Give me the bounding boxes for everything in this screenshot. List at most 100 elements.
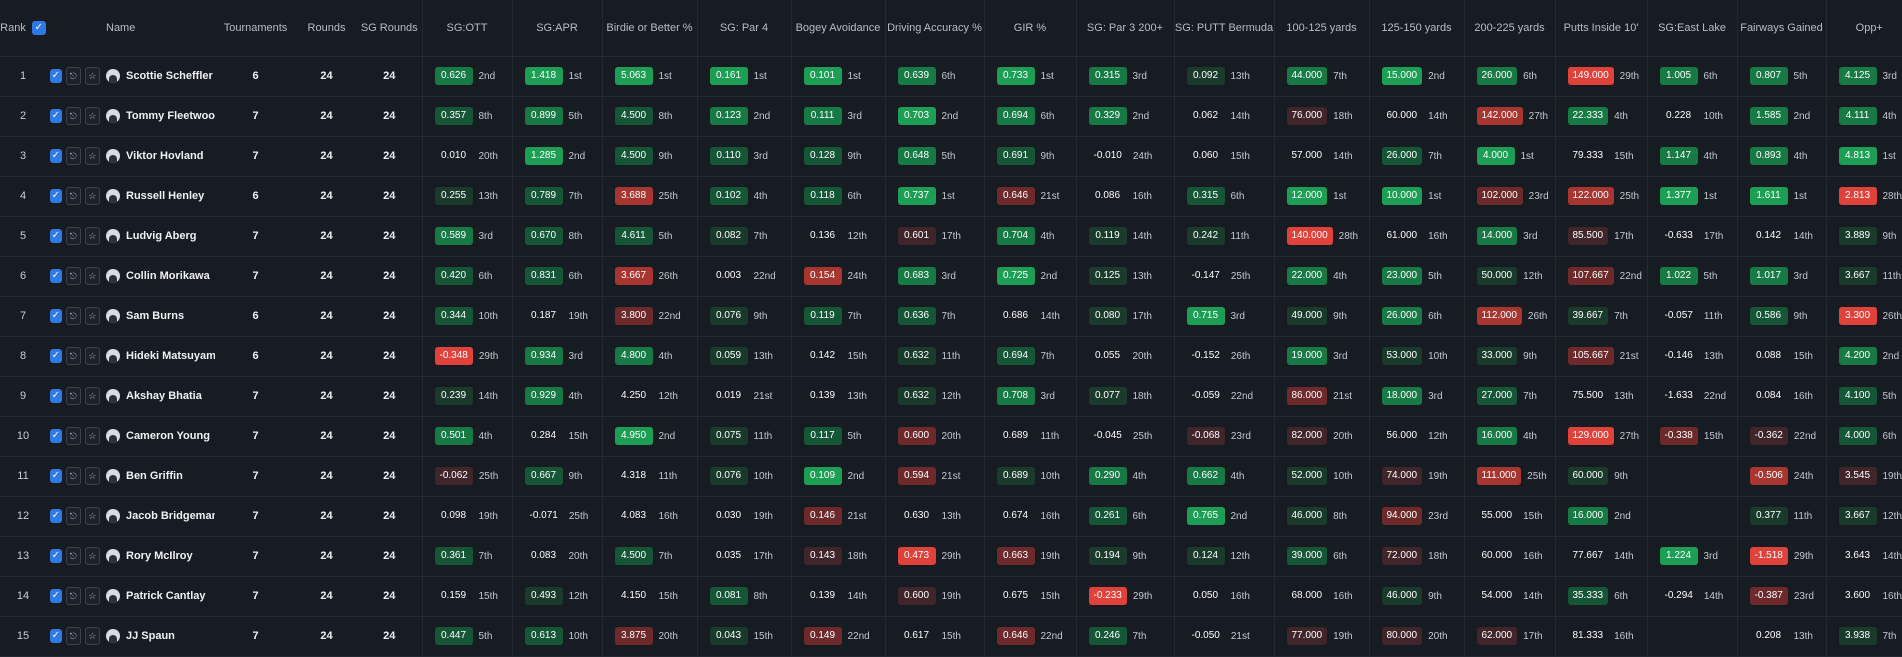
lock-icon[interactable]: ⎋ [65, 147, 81, 165]
star-icon[interactable]: ☆ [84, 107, 100, 125]
table-row[interactable]: 7 ✓ ⎋ ☆ Sam Burns 6 24 24 0.344 10th 0.187 19th 3.80… [0, 296, 1902, 336]
select-all-checkbox[interactable]: ✓ [31, 20, 46, 35]
lock-icon[interactable]: ⎋ [65, 627, 81, 645]
star-icon[interactable]: ☆ [84, 507, 100, 525]
star-icon[interactable]: ☆ [84, 187, 100, 205]
row-checkbox[interactable]: ✓ [50, 69, 62, 83]
table-row[interactable]: 5 ✓ ⎋ ☆ Ludvig Aberg 7 24 24 0.589 3rd 0.670 8th 4.6… [0, 216, 1902, 256]
stat-value: 0.377 [1749, 507, 1788, 525]
stat-header[interactable]: 100-125 yards [1273, 0, 1369, 57]
row-checkbox[interactable]: ✓ [50, 389, 62, 403]
stat-cell: 0.143 18th [790, 536, 885, 576]
player-name-cell[interactable]: Cameron Young [100, 416, 215, 456]
stat-header[interactable]: Fairways Gained [1736, 0, 1826, 57]
lock-icon[interactable]: ⎋ [65, 187, 81, 205]
table-row[interactable]: 6 ✓ ⎋ ☆ Collin Morikawa 7 24 24 0.420 6th 0.831 6th… [0, 256, 1902, 296]
player-name-cell[interactable]: Ludvig Aberg [100, 216, 215, 256]
player-name-cell[interactable]: Akshay Bhatia [100, 376, 215, 416]
lock-icon[interactable]: ⎋ [65, 227, 81, 245]
row-checkbox[interactable]: ✓ [50, 269, 62, 283]
player-name-cell[interactable]: Scottie Scheffler [100, 56, 215, 96]
stat-header[interactable]: SG: Par 3 200+ [1075, 0, 1174, 57]
row-checkbox[interactable]: ✓ [50, 629, 62, 643]
player-name-cell[interactable]: Jacob Bridgeman [100, 496, 215, 536]
table-row[interactable]: 9 ✓ ⎋ ☆ Akshay Bhatia 7 24 24 0.239 14th 0.929 4th 4… [0, 376, 1902, 416]
lock-icon[interactable]: ⎋ [65, 107, 81, 125]
player-name-cell[interactable]: Ben Griffin [100, 456, 215, 496]
name-header[interactable]: Name [100, 0, 215, 57]
stat-header[interactable]: Opp+ [1825, 0, 1902, 57]
tournaments-header[interactable]: Tournaments [215, 0, 296, 57]
player-name-cell[interactable]: JJ Spaun [100, 616, 215, 656]
stat-header[interactable]: SG:East Lake [1646, 0, 1737, 57]
row-checkbox[interactable]: ✓ [50, 349, 62, 363]
rounds-header[interactable]: Rounds [296, 0, 357, 57]
table-row[interactable]: 3 ✓ ⎋ ☆ Viktor Hovland 7 24 24 0.010 20th 1.285 2nd… [0, 136, 1902, 176]
star-icon[interactable]: ☆ [84, 307, 100, 325]
stat-header[interactable]: SG: PUTT Bermuda [1173, 0, 1274, 57]
row-checkbox[interactable]: ✓ [50, 549, 62, 563]
row-checkbox[interactable]: ✓ [50, 589, 62, 603]
stat-header[interactable]: Putts Inside 10' [1554, 0, 1647, 57]
star-icon[interactable]: ☆ [84, 387, 100, 405]
lock-icon[interactable]: ⎋ [65, 427, 81, 445]
stat-value: 0.154 [803, 267, 842, 285]
lock-icon[interactable]: ⎋ [65, 267, 81, 285]
table-row[interactable]: 13 ✓ ⎋ ☆ Rory McIlroy 7 24 24 0.361 7th 0.083 20th 4… [0, 536, 1902, 576]
lock-icon[interactable]: ⎋ [65, 467, 81, 485]
row-checkbox[interactable]: ✓ [50, 429, 62, 443]
player-name-cell[interactable]: Collin Morikawa [100, 256, 215, 296]
star-icon[interactable]: ☆ [84, 147, 100, 165]
star-icon[interactable]: ☆ [84, 547, 100, 565]
table-row[interactable]: 10 ✓ ⎋ ☆ Cameron Young 7 24 24 0.501 4th 0.284 15th… [0, 416, 1902, 456]
lock-icon[interactable]: ⎋ [65, 587, 81, 605]
stat-header[interactable]: Bogey Avoidance [790, 0, 885, 57]
row-checkbox[interactable]: ✓ [50, 309, 62, 323]
stat-header[interactable]: SG:APR [511, 0, 602, 57]
lock-icon[interactable]: ⎋ [65, 547, 81, 565]
stat-header[interactable]: Birdie or Better % [601, 0, 697, 57]
lock-icon[interactable]: ⎋ [65, 307, 81, 325]
star-icon[interactable]: ☆ [84, 467, 100, 485]
stat-header[interactable]: SG:OTT [421, 0, 512, 57]
star-icon[interactable]: ☆ [84, 627, 100, 645]
row-checkbox[interactable]: ✓ [50, 189, 62, 203]
lock-icon[interactable]: ⎋ [65, 347, 81, 365]
star-icon[interactable]: ☆ [84, 267, 100, 285]
table-row[interactable]: 8 ✓ ⎋ ☆ Hideki Matsuyama 6 24 24 -0.348 29th 0.934… [0, 336, 1902, 376]
player-name-cell[interactable]: Viktor Hovland [100, 136, 215, 176]
player-name-cell[interactable]: Hideki Matsuyama [100, 336, 215, 376]
lock-icon[interactable]: ⎋ [65, 67, 81, 85]
row-checkbox[interactable]: ✓ [50, 509, 62, 523]
row-checkbox[interactable]: ✓ [50, 149, 62, 163]
star-icon[interactable]: ☆ [84, 67, 100, 85]
lock-icon[interactable]: ⎋ [65, 507, 81, 525]
lock-icon[interactable]: ⎋ [65, 387, 81, 405]
star-icon[interactable]: ☆ [84, 347, 100, 365]
table-row[interactable]: 14 ✓ ⎋ ☆ Patrick Cantlay 7 24 24 0.159 15th 0.493 1… [0, 576, 1902, 616]
player-name-cell[interactable]: Sam Burns [100, 296, 215, 336]
stat-header[interactable]: Driving Accuracy % [884, 0, 984, 57]
player-name-cell[interactable]: Russell Henley [100, 176, 215, 216]
stat-header[interactable]: SG: Par 4 [696, 0, 791, 57]
table-row[interactable]: 2 ✓ ⎋ ☆ Tommy Fleetwood 7 24 24 0.357 8th 0.899 5th… [0, 96, 1902, 136]
stat-header[interactable]: GIR % [983, 0, 1076, 57]
player-name-cell[interactable]: Tommy Fleetwood [100, 96, 215, 136]
row-checkbox[interactable]: ✓ [50, 109, 62, 123]
table-row[interactable]: 4 ✓ ⎋ ☆ Russell Henley 6 24 24 0.255 13th 0.789 7th… [0, 176, 1902, 216]
sg-rounds-header[interactable]: SG Rounds [357, 0, 422, 57]
table-row[interactable]: 11 ✓ ⎋ ☆ Ben Griffin 7 24 24 -0.062 25th 0.667 9th 4… [0, 456, 1902, 496]
table-row[interactable]: 12 ✓ ⎋ ☆ Jacob Bridgeman 7 24 24 0.098 19th -0.071… [0, 496, 1902, 536]
rank-header[interactable]: Rank ✓ [0, 0, 46, 57]
row-checkbox[interactable]: ✓ [50, 229, 62, 243]
table-row[interactable]: 15 ✓ ⎋ ☆ JJ Spaun 7 24 24 0.447 5th 0.613 10th 3.875… [0, 616, 1902, 656]
table-row[interactable]: 1 ✓ ⎋ ☆ Scottie Scheffler 6 24 24 0.626 2nd 1.418 1… [0, 56, 1902, 96]
player-name-cell[interactable]: Rory McIlroy [100, 536, 215, 576]
player-name-cell[interactable]: Patrick Cantlay [100, 576, 215, 616]
row-checkbox[interactable]: ✓ [50, 469, 62, 483]
stat-header[interactable]: 200-225 yards [1463, 0, 1555, 57]
star-icon[interactable]: ☆ [84, 587, 100, 605]
star-icon[interactable]: ☆ [84, 427, 100, 445]
star-icon[interactable]: ☆ [84, 227, 100, 245]
stat-header[interactable]: 125-150 yards [1368, 0, 1464, 57]
